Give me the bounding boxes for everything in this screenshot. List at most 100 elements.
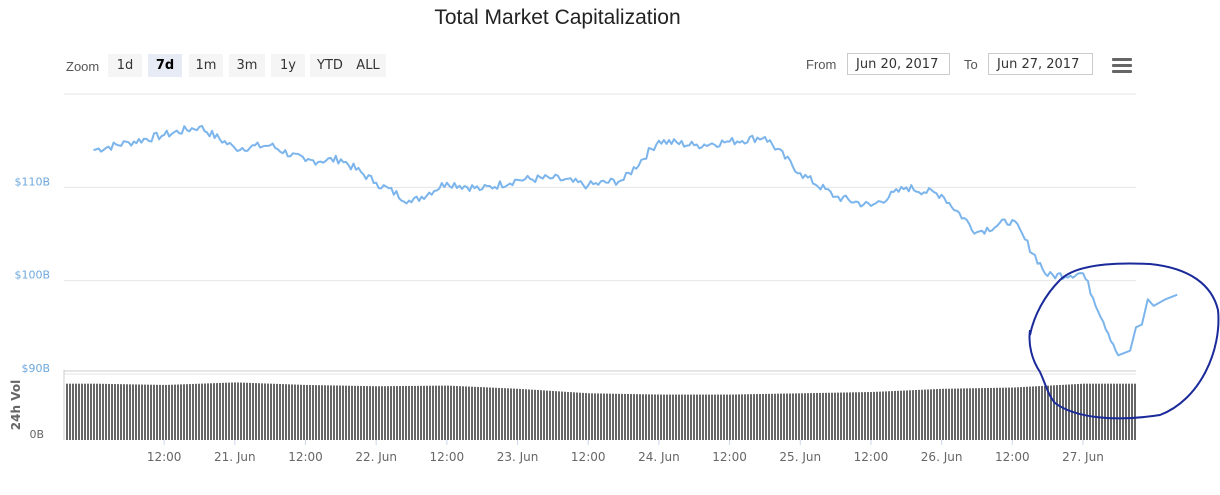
volume-bar — [819, 392, 821, 440]
volume-bar — [375, 386, 377, 440]
volume-bar — [330, 385, 332, 440]
volume-bar — [624, 393, 626, 440]
volume-bar — [846, 392, 848, 440]
volume-bar — [528, 389, 530, 440]
volume-bar — [984, 388, 986, 440]
volume-bar — [72, 383, 74, 440]
volume-bar — [996, 387, 998, 440]
volume-bar — [813, 393, 815, 440]
volume-bar — [552, 390, 554, 440]
volume-bar — [258, 383, 260, 440]
volume-bar — [495, 387, 497, 440]
volume-bar — [546, 390, 548, 440]
volume-bar — [408, 385, 410, 440]
volume-bar — [975, 388, 977, 440]
volume-bar — [876, 391, 878, 440]
zoom-all-button[interactable]: ALL — [350, 54, 386, 77]
volume-bar — [1014, 387, 1016, 440]
volume-bar — [618, 393, 620, 440]
volume-bar — [126, 384, 128, 440]
volume-bar — [120, 384, 122, 440]
volume-bar — [162, 384, 164, 440]
volume-bar — [93, 383, 95, 440]
volume-bar — [336, 385, 338, 440]
zoom-1y-button[interactable]: 1y — [271, 54, 305, 77]
to-label: To — [964, 57, 978, 72]
volume-bar — [1110, 383, 1112, 440]
volume-bar — [696, 394, 698, 440]
volume-bar — [654, 394, 656, 440]
volume-bar — [501, 388, 503, 440]
volume-bar — [354, 385, 356, 440]
volume-bar — [912, 390, 914, 440]
volume-bar — [1098, 383, 1100, 440]
volume-bar — [726, 394, 728, 440]
volume-bar — [948, 388, 950, 440]
volume-bar — [327, 385, 329, 440]
volume-bar — [732, 394, 734, 440]
volume-bar — [135, 384, 137, 440]
zoom-label: Zoom — [66, 59, 100, 74]
volume-bar — [489, 387, 491, 440]
volume-bar — [1041, 385, 1043, 440]
volume-bar — [894, 390, 896, 440]
volume-bar — [1125, 383, 1127, 440]
volume-bar — [771, 393, 773, 440]
volume-bar — [525, 389, 527, 440]
volume-bar — [663, 394, 665, 440]
x-tick-label: 24. Jun — [638, 450, 680, 464]
volume-bar — [789, 393, 791, 440]
zoom-1d-button[interactable]: 1d — [108, 54, 142, 77]
volume-bar — [669, 394, 671, 440]
volume-bar — [666, 394, 668, 440]
volume-bar — [345, 385, 347, 440]
zoom-7d-button[interactable]: 7d — [148, 54, 182, 77]
volume-bar — [1044, 385, 1046, 440]
volume-bar — [231, 382, 233, 440]
volume-bar — [606, 393, 608, 440]
volume-bar — [447, 385, 449, 440]
volume-bar — [144, 384, 146, 440]
zoom-ytd-button[interactable]: YTD — [310, 54, 350, 77]
volume-bar — [852, 392, 854, 440]
volume-bar — [693, 394, 695, 440]
volume-bar — [213, 383, 215, 440]
x-tick-label: 27. Jun — [1062, 450, 1104, 464]
from-date-input[interactable]: Jun 20, 2017 — [847, 53, 950, 75]
volume-bar — [114, 384, 116, 440]
zoom-3m-button[interactable]: 3m — [229, 54, 265, 77]
volume-bar — [129, 384, 131, 440]
volume-bar — [1059, 384, 1061, 440]
volume-bar — [441, 385, 443, 440]
volume-bar — [339, 385, 341, 440]
volume-bar — [426, 385, 428, 440]
volume-bar — [321, 385, 323, 440]
hamburger-menu-icon[interactable] — [1112, 58, 1132, 74]
volume-bar — [366, 386, 368, 440]
volume-bar — [867, 392, 869, 440]
volume-bar — [300, 384, 302, 440]
volume-bar — [744, 394, 746, 440]
volume-bar — [927, 389, 929, 440]
volume-axis-label: 24h Vol — [9, 380, 23, 430]
volume-bar — [957, 388, 959, 440]
volume-bar — [243, 382, 245, 440]
volume-bar — [123, 384, 125, 440]
volume-bar — [264, 383, 266, 440]
hand-drawn-circle-annotation — [1028, 262, 1220, 420]
zoom-1m-button[interactable]: 1m — [189, 54, 223, 77]
to-date-input[interactable]: Jun 27, 2017 — [988, 53, 1093, 75]
volume-bar — [390, 386, 392, 440]
volume-bar — [879, 391, 881, 440]
volume-bar — [195, 383, 197, 440]
volume-bar — [897, 390, 899, 440]
volume-bar — [117, 384, 119, 440]
volume-bar — [348, 385, 350, 440]
volume-bar — [597, 393, 599, 440]
volume-bar — [1104, 383, 1106, 440]
volume-bar — [465, 386, 467, 440]
volume-bar — [1023, 386, 1025, 440]
volume-bar — [324, 385, 326, 440]
volume-bar — [1101, 383, 1103, 440]
volume-bar — [822, 392, 824, 440]
